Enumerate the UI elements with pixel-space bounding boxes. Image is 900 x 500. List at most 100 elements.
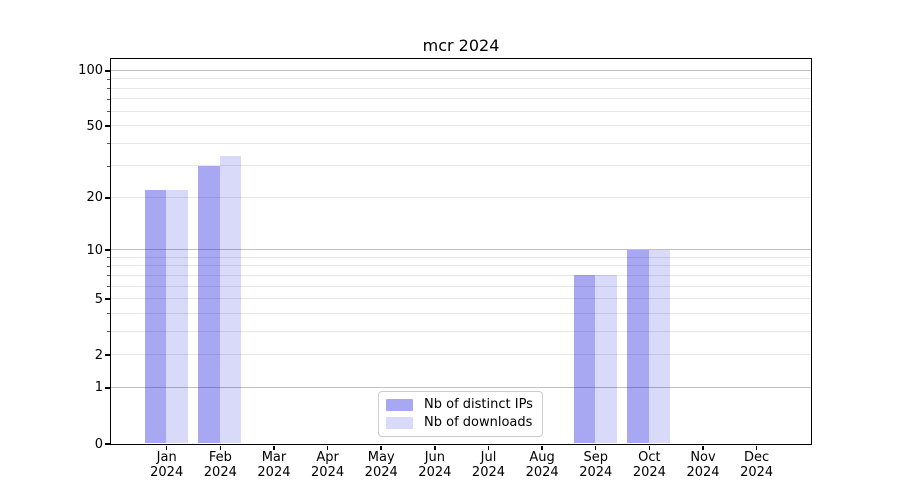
x-tick-mark	[326, 445, 329, 450]
gridline-minor	[110, 274, 811, 276]
x-tick-year: 2024	[257, 465, 291, 480]
x-tick-month: Oct	[638, 450, 661, 465]
x-tick-year: 2024	[471, 465, 506, 480]
y-minor-tick-mark	[106, 88, 110, 90]
y-tick-label: 1	[94, 380, 103, 396]
bar-downloads-sep	[595, 275, 617, 444]
x-tick-label-sep: Sep 2024	[566, 450, 626, 480]
gridline-minor	[110, 330, 811, 332]
x-tick-year: 2024	[311, 465, 345, 480]
y-tick-mark	[104, 443, 110, 445]
x-tick-mark	[702, 445, 704, 450]
bar-downloads-jan	[166, 190, 188, 444]
y-minor-tick-mark	[106, 98, 110, 100]
legend-swatch-downloads	[386, 417, 413, 429]
y-minor-tick-mark	[106, 286, 110, 288]
x-tick-mark	[487, 445, 490, 450]
bar-distinct-ips-oct	[627, 249, 649, 444]
gridline-minor	[110, 78, 811, 80]
x-tick-year: 2024	[364, 465, 398, 480]
x-tick-month: Jan	[156, 450, 177, 465]
y-tick-label: 2	[94, 347, 103, 363]
x-tick-year: 2024	[203, 465, 237, 480]
gridline-minor	[110, 125, 811, 127]
bar-distinct-ips-sep	[573, 275, 596, 444]
bar-distinct-ips-jan	[144, 190, 167, 444]
y-minor-tick-mark	[106, 257, 110, 259]
x-tick-month: Jul	[480, 450, 497, 465]
x-tick-month: Aug	[529, 450, 555, 465]
x-tick-month: Nov	[690, 450, 716, 465]
legend-label-downloads: Nb of downloads	[424, 415, 533, 430]
gridline-minor	[110, 312, 811, 314]
gridline-major	[110, 249, 811, 251]
x-tick-month: Dec	[744, 450, 770, 465]
x-tick-mark	[273, 445, 275, 450]
y-minor-tick-mark	[106, 275, 110, 277]
y-tick-mark	[104, 387, 110, 389]
y-minor-tick-mark	[106, 111, 110, 113]
gridline-minor	[110, 298, 811, 300]
x-tick-year: 2024	[150, 465, 184, 480]
x-tick-month: May	[367, 450, 395, 465]
gridline-minor	[110, 285, 811, 287]
y-tick-mark	[104, 249, 110, 251]
x-tick-month: Jun	[424, 450, 445, 465]
gridline-minor	[110, 98, 811, 100]
bar-downloads-feb	[219, 156, 242, 444]
x-tick-label-may: May 2024	[351, 450, 411, 480]
x-tick-month: Feb	[208, 450, 232, 465]
x-tick-month: Apr	[316, 450, 339, 465]
x-tick-year: 2024	[740, 465, 774, 480]
x-tick-mark	[648, 445, 651, 450]
gridline-minor	[110, 265, 811, 267]
x-tick-label-apr: Apr 2024	[298, 450, 358, 480]
x-tick-mark	[380, 445, 382, 450]
y-tick-mark	[104, 197, 110, 199]
y-tick-label: 10	[86, 242, 103, 258]
gridline-minor	[110, 87, 811, 89]
x-tick-mark	[594, 445, 597, 450]
y-tick-label: 100	[78, 63, 103, 79]
x-tick-label-feb: Feb 2024	[190, 450, 250, 480]
x-tick-label-oct: Oct 2024	[619, 450, 679, 480]
y-minor-tick-mark	[106, 78, 110, 80]
x-tick-mark	[755, 445, 758, 450]
x-tick-mark	[434, 445, 436, 450]
x-tick-label-mar: Mar 2024	[244, 450, 304, 480]
x-tick-label-jan: Jan 2024	[137, 450, 197, 480]
gridline-minor	[110, 256, 811, 258]
x-tick-year: 2024	[632, 465, 666, 480]
y-tick-mark	[104, 354, 110, 356]
y-tick-mark	[104, 70, 110, 72]
x-tick-year: 2024	[418, 465, 452, 480]
x-tick-month: Sep	[583, 450, 608, 465]
bar-distinct-ips-feb	[198, 165, 220, 444]
gridline-minor	[110, 196, 811, 198]
x-tick-label-jul: Jul 2024	[458, 450, 518, 480]
y-minor-tick-mark	[106, 313, 110, 315]
plot-area	[109, 57, 812, 445]
x-tick-year: 2024	[525, 465, 559, 480]
y-tick-label: 0	[94, 436, 103, 452]
gridline-major	[110, 386, 811, 388]
y-tick-mark	[104, 298, 110, 300]
x-tick-label-aug: Aug 2024	[512, 450, 572, 480]
legend-item-downloads: Nb of downloads	[386, 416, 542, 430]
gridline-minor	[110, 354, 811, 356]
chart-title: mcr 2024	[422, 36, 500, 55]
x-tick-mark	[165, 445, 168, 450]
x-tick-mark	[541, 445, 543, 450]
y-tick-label: 20	[86, 190, 103, 206]
bar-downloads-oct	[648, 249, 671, 444]
x-tick-label-dec: Dec 2024	[727, 450, 787, 480]
x-tick-month: Mar	[261, 450, 287, 465]
x-tick-mark	[219, 445, 222, 450]
legend-item-distinct-ips: Nb of distinct IPs	[386, 398, 542, 412]
y-tick-label: 5	[94, 291, 103, 307]
gridline-minor	[110, 142, 811, 144]
legend-swatch-distinct-ips	[386, 399, 413, 411]
y-minor-tick-mark	[106, 265, 110, 267]
x-tick-year: 2024	[579, 465, 613, 480]
